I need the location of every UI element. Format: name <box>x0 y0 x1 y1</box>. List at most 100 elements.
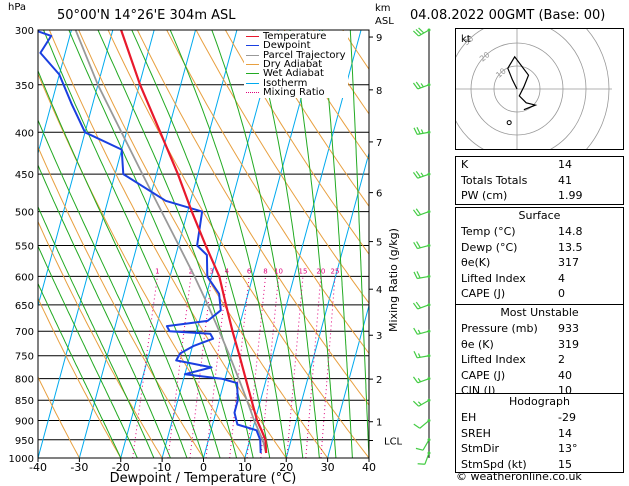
dry-adiabat-line <box>372 30 455 458</box>
wet-adiabat-line <box>38 163 171 458</box>
x-tick-label: 20 <box>279 461 293 474</box>
mixing-ratio-label: 6 <box>247 267 252 275</box>
run-datetime: 04.08.2022 00GMT (Base: 00) <box>410 8 606 23</box>
pressure-tick-label: 300 <box>15 26 34 37</box>
wet-adiabat-line <box>289 30 337 458</box>
row-value: 0 <box>558 287 565 301</box>
table-row: Lifted Index 4 <box>456 271 623 287</box>
mixing-ratio-line <box>167 276 192 458</box>
wind-barb-half-flag <box>417 353 421 358</box>
wet-adiabat-line <box>321 30 353 458</box>
wind-barb-flag <box>415 208 422 216</box>
temperature-line <box>120 30 268 454</box>
wind-barb-staff <box>417 378 430 384</box>
legend-item: Temperature <box>246 32 346 42</box>
legend-label: Isotherm <box>263 77 308 89</box>
legend-label: Parcel Trajectory <box>263 49 346 61</box>
row-value: 1.99 <box>558 189 583 203</box>
table-row: Lifted Index 2 <box>456 352 623 368</box>
row-label: PW (cm) <box>461 189 508 203</box>
wind-barb-flag <box>412 30 420 37</box>
wet-adiabat-line <box>252 30 320 458</box>
isotherm-line <box>203 30 321 458</box>
wind-barb-staff <box>418 399 430 407</box>
hodograph-stats-title: Hodograph <box>509 395 570 408</box>
wet-adiabat-line <box>169 30 287 458</box>
skew-t-diagram: 1 2 3 4 6 8 10 15 20 25 3003504004505005506006507… <box>9 26 455 486</box>
lcl-label: LCL <box>384 437 403 448</box>
wind-barb-staff <box>417 330 430 335</box>
wind-barb-flag <box>418 27 425 34</box>
mixing-ratio-line <box>229 276 250 458</box>
wind-barb-flag <box>412 302 419 310</box>
wind-barb-staff <box>419 420 430 429</box>
legend-swatch <box>246 82 259 84</box>
wind-barb <box>413 241 431 250</box>
wind-barb-flag <box>412 171 419 179</box>
legend-swatch <box>246 73 259 75</box>
pressure-tick-label: 550 <box>15 241 34 252</box>
wet-adiabat-line <box>97 30 254 458</box>
wind-barb-flag <box>415 81 422 89</box>
table-row: PW (cm) 1.99 <box>456 188 623 204</box>
dry-adiabat-line <box>78 30 329 458</box>
km-tick-label: 6 <box>376 189 382 200</box>
mixing-ratio-label: 1 <box>155 267 159 275</box>
row-value: 2 <box>558 353 565 367</box>
km-tick-label: 8 <box>376 86 382 97</box>
legend-label: Mixing Ratio <box>263 86 325 98</box>
pressure-tick-label: 600 <box>15 272 34 283</box>
wind-barb <box>413 419 431 429</box>
wind-barb-staff <box>417 275 430 280</box>
mixing-ratio-label: 25 <box>331 267 340 275</box>
pressure-tick-label: 700 <box>15 327 34 338</box>
wind-barb <box>415 438 431 451</box>
wind-barb-staff <box>422 439 430 451</box>
mixing-ratio-line <box>246 276 267 458</box>
row-value: -29 <box>558 411 576 424</box>
table-row: θe(K) 317 <box>456 255 623 271</box>
hpa-axis-unit: hPa <box>8 2 27 13</box>
mixing-ratio-line <box>286 276 304 458</box>
mixing-ratio-label: 20 <box>316 267 325 275</box>
km-label: km <box>375 3 391 14</box>
km-tick-label: 5 <box>376 238 382 249</box>
wind-barb-flag <box>416 127 421 135</box>
pressure-tick-label: 400 <box>15 128 34 139</box>
table-row: Dewp (°C) 13.5 <box>456 240 623 256</box>
table-row: Temp (°C) 14.8 <box>456 224 623 240</box>
surface-title: Surface <box>518 209 561 222</box>
dry-adiabat-line <box>195 30 369 304</box>
most-unstable-title: Most Unstable <box>500 306 579 319</box>
wind-barb-flag <box>415 447 424 451</box>
legend-item: Isotherm <box>246 77 346 89</box>
isotherm-line <box>78 30 197 458</box>
legend-swatch <box>246 36 259 38</box>
wind-barb-dot <box>427 210 431 214</box>
asl-label: ASL <box>375 16 394 27</box>
x-tick-label: 30 <box>321 461 335 474</box>
wind-barb-staff <box>417 355 430 359</box>
dry-adiabat-line <box>38 375 80 458</box>
hodograph-stats-table: EH -29 SREH 14 StmDir 13° StmSpd (kt) 15 <box>456 410 623 472</box>
dry-adiabat-line <box>283 30 369 161</box>
legend-item: Parcel Trajectory <box>246 49 346 61</box>
row-value: 14 <box>558 426 572 440</box>
row-label: StmSpd (kt) <box>461 457 527 471</box>
row-label: EH <box>461 411 477 424</box>
wind-barb-staff <box>424 452 430 465</box>
km-tick-label: 1 <box>376 418 382 429</box>
table-row: CAPE (J) 40 <box>456 368 623 384</box>
km-tick-label: 7 <box>376 138 382 149</box>
dry-adiabat-line <box>431 30 455 458</box>
wind-barb <box>412 398 431 407</box>
km-tick-label: 4 <box>376 285 382 296</box>
row-label: Pressure (mb) <box>461 322 538 335</box>
km-tick-label: 9 <box>376 33 382 44</box>
legend-label: Dewpoint <box>263 40 311 52</box>
dry-adiabat-line <box>401 30 455 458</box>
x-tick-label: -20 <box>112 461 130 474</box>
wind-barb-dot <box>427 419 431 423</box>
